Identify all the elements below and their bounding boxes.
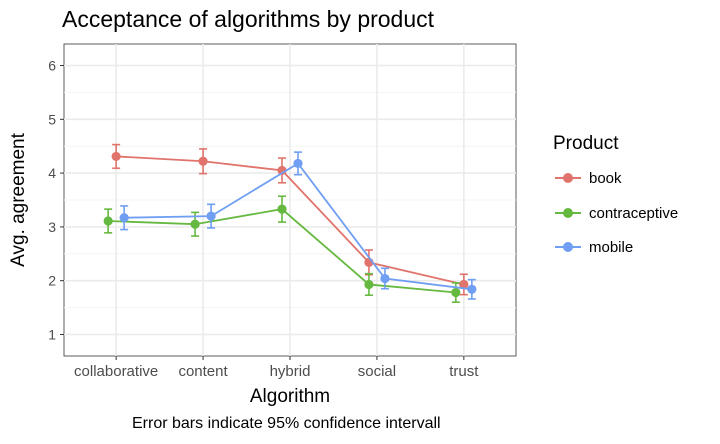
legend-label-contraceptive: contraceptive xyxy=(589,204,679,222)
data-point-mobile xyxy=(206,211,216,221)
data-point-mobile xyxy=(380,273,390,284)
legend-dot-mobile xyxy=(563,242,573,252)
legend-item-book: book xyxy=(553,167,622,189)
legend-label-mobile: mobile xyxy=(589,238,634,256)
x-tick-label: hybrid xyxy=(270,363,311,380)
data-point-contraceptive xyxy=(364,279,374,290)
x-tick-label: social xyxy=(358,363,396,380)
data-point-book xyxy=(459,279,469,290)
chart-title: Acceptance of algorithms by product xyxy=(62,6,435,32)
legend-dot-book xyxy=(563,173,573,183)
legend-key-contraceptive xyxy=(553,202,583,224)
legend-dot-contraceptive xyxy=(563,208,573,218)
legend-label-book: book xyxy=(589,169,622,187)
y-tick-label: 1 xyxy=(48,326,56,342)
x-tick-label: content xyxy=(178,363,228,380)
data-point-contraceptive xyxy=(190,219,200,229)
legend-title: Product xyxy=(553,133,619,154)
data-point-contraceptive xyxy=(103,216,113,226)
legend-key-book xyxy=(553,167,583,189)
data-point-book xyxy=(111,151,121,162)
data-point-mobile xyxy=(293,158,303,169)
data-point-mobile xyxy=(467,284,477,294)
y-tick-label: 2 xyxy=(48,273,56,289)
y-tick-label: 6 xyxy=(48,58,56,74)
data-point-contraceptive xyxy=(451,287,461,298)
y-tick-label: 5 xyxy=(48,111,56,127)
legend-item-contraceptive: contraceptive xyxy=(553,202,678,224)
y-tick-label: 3 xyxy=(48,219,56,235)
data-point-mobile xyxy=(119,213,129,223)
chart-caption: Error bars indicate 95% confidence inter… xyxy=(132,415,441,432)
x-axis-title: Algorithm xyxy=(250,386,330,407)
data-point-contraceptive xyxy=(277,204,287,214)
x-tick-label: trust xyxy=(449,363,479,380)
x-tick-label: collaborative xyxy=(74,363,158,380)
y-tick-label: 4 xyxy=(48,165,56,181)
legend-key-mobile xyxy=(553,236,583,258)
y-axis-title: Avg. agreement xyxy=(8,132,29,267)
data-point-book xyxy=(198,156,208,166)
legend-item-mobile: mobile xyxy=(553,236,633,258)
